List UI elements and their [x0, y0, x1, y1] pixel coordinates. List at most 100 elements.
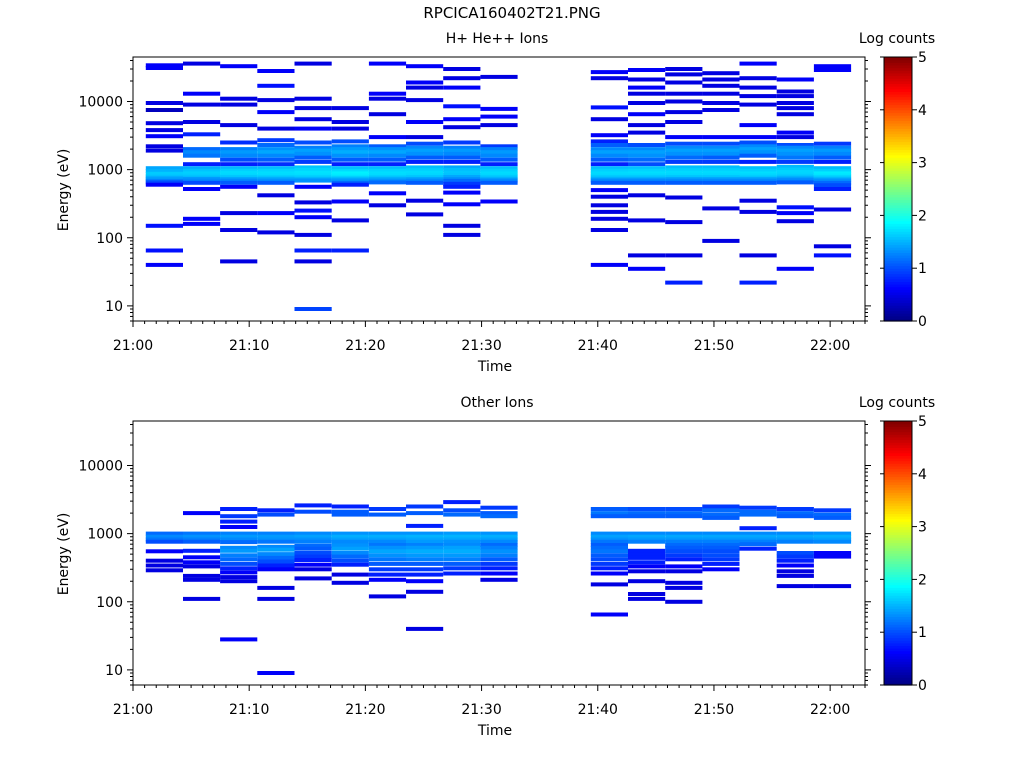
spectrogram-cell: [145, 63, 183, 68]
spectrogram-cell: [406, 85, 444, 90]
spectrogram-cell: [145, 134, 183, 139]
spectrogram-cell: [590, 157, 628, 162]
spectrogram-cell: [665, 553, 703, 558]
spectrogram-cell: [183, 216, 221, 221]
spectrogram-cell: [257, 147, 295, 152]
spectrogram-cell: [257, 531, 295, 536]
spectrogram-cell: [331, 169, 369, 174]
spectrogram-cell: [220, 575, 258, 580]
spectrogram-cell: [368, 91, 407, 96]
spectrogram-cell: [220, 525, 258, 529]
spectrogram-cell: [590, 216, 628, 221]
spectrogram-cell: [739, 153, 777, 158]
spectrogram-cell: [257, 585, 295, 590]
spectrogram-cell: [480, 166, 518, 171]
spectrogram-cell: [443, 512, 481, 517]
spectrogram-cell: [257, 166, 295, 171]
spectrogram-cell: [406, 567, 444, 572]
spectrogram-cell: [368, 572, 407, 577]
spectrogram-cell: [331, 182, 369, 187]
spectrogram-cell: [480, 106, 518, 111]
spectrogram-cell: [406, 557, 444, 562]
spectrogram-cell: [443, 140, 481, 145]
spectrogram-cell: [443, 125, 481, 130]
spectrogram-cell: [665, 159, 703, 164]
spectrogram-cell: [665, 99, 703, 104]
spectrogram-cell: [665, 599, 703, 604]
spectrogram-cell: [183, 537, 221, 542]
spectrogram-cell: [368, 180, 407, 185]
spectrogram-cell: [443, 155, 481, 160]
spectrogram-cell: [628, 171, 666, 176]
figure-title: RPCICA160402T21.PNG: [423, 4, 601, 22]
spectrogram-cell: [665, 141, 703, 146]
x-axis-label: Time: [477, 359, 512, 375]
spectrogram-cell: [183, 120, 221, 124]
spectrogram-cell: [628, 511, 666, 516]
spectrogram-cell: [590, 133, 628, 138]
spectrogram-cell: [776, 94, 814, 99]
spectrogram-cell: [665, 168, 703, 173]
spectrogram-cell: [776, 89, 814, 94]
spectrogram-cell: [665, 580, 703, 585]
spectrogram-cell: [628, 537, 666, 542]
spectrogram-cell: [480, 153, 518, 158]
spectrogram-cell: [443, 232, 481, 237]
spectrogram-cell: [294, 140, 332, 145]
spectrogram-cell: [665, 170, 703, 175]
spectrogram-cell: [443, 181, 481, 186]
spectrogram-cell: [294, 554, 332, 559]
spectrogram-cell: [590, 171, 628, 176]
spectrogram-cell: [183, 166, 221, 171]
spectrogram-cell: [702, 206, 740, 211]
spectrogram-cell: [183, 548, 221, 553]
spectrogram-cell: [813, 512, 852, 517]
spectrogram-cell: [665, 545, 703, 550]
spectrogram-cell: [368, 166, 407, 171]
spectrogram-cell: [813, 508, 852, 513]
spectrogram-cell: [368, 112, 407, 117]
spectrogram-cell: [480, 543, 518, 547]
spectrogram-cell: [628, 548, 666, 553]
spectrogram-cell: [257, 69, 295, 73]
spectrogram-cell: [443, 167, 481, 172]
plot-frame: [132, 56, 866, 322]
spectrogram-cell: [294, 96, 332, 101]
spectrogram-cell: [590, 76, 628, 81]
spectrogram-cell: [590, 162, 628, 167]
spectrogram-cell: [702, 170, 740, 175]
spectrogram-cell: [590, 209, 628, 214]
spectrogram-cell: [294, 167, 332, 172]
spectrogram-cell: [776, 172, 814, 177]
spectrogram-cell: [443, 534, 481, 539]
spectrogram-cell: [665, 543, 703, 547]
spectrogram-cell: [406, 159, 444, 164]
spectrogram-cell: [145, 537, 183, 542]
spectrogram-cell: [776, 569, 814, 574]
x-tick-label: 21:50: [694, 702, 734, 718]
spectrogram-cell: [220, 64, 258, 69]
spectrogram-cell: [368, 162, 407, 167]
y-tick-label: 1000: [87, 527, 123, 543]
colorbar-tick-label: 0: [918, 314, 927, 330]
spectrogram-cell: [331, 509, 369, 514]
colorbar-tick-label: 5: [918, 50, 927, 66]
spectrogram-cell: [702, 135, 740, 140]
spectrogram-cell: [183, 577, 221, 582]
spectrogram-cell: [628, 592, 666, 596]
y-tick-label: 10: [105, 663, 123, 679]
spectrogram-cell: [257, 211, 295, 216]
spectrogram-cell: [257, 596, 295, 601]
spectrogram-cell: [368, 150, 407, 155]
x-tick-label: 21:00: [113, 338, 153, 354]
spectrogram-cell: [368, 539, 407, 544]
spectrogram-cell: [702, 543, 740, 547]
spectrogram-cell: [739, 159, 777, 164]
spectrogram-cell: [406, 531, 444, 536]
colorbar-tick-label: 2: [918, 572, 927, 588]
panel-title: H+ He++ Ions: [446, 31, 549, 47]
spectrogram-cell: [331, 580, 369, 585]
spectrogram-cell: [183, 534, 221, 539]
spectrogram-cell: [331, 162, 369, 167]
colorbar-label: Log counts: [859, 31, 935, 47]
